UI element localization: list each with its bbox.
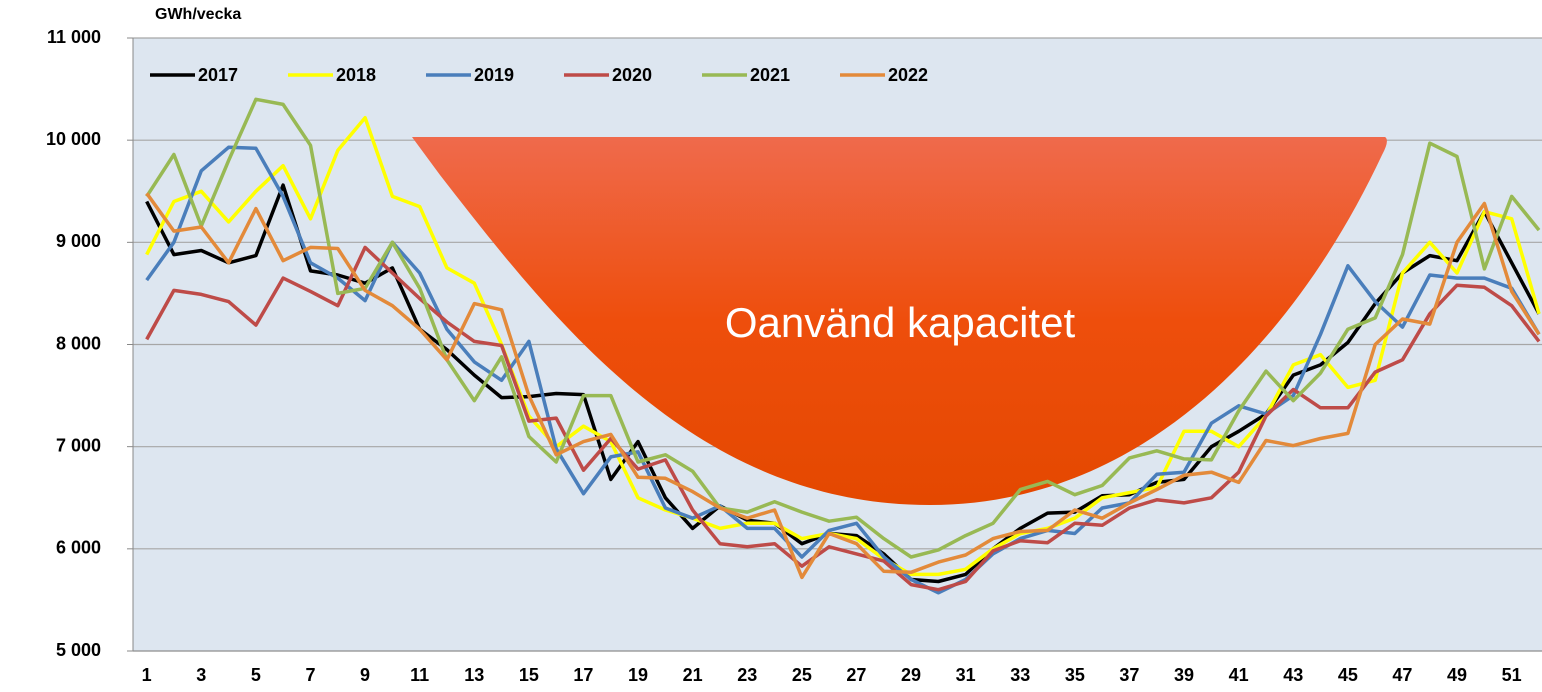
x-tick-label: 19: [628, 665, 648, 685]
x-tick-label: 13: [464, 665, 484, 685]
x-tick-label: 33: [1010, 665, 1030, 685]
x-tick-label: 5: [251, 665, 261, 685]
x-tick-label: 21: [683, 665, 703, 685]
x-tick-label: 47: [1392, 665, 1412, 685]
y-tick-label: 5 000: [56, 640, 101, 660]
legend-label: 2020: [612, 65, 652, 85]
y-tick-label: 10 000: [46, 129, 101, 149]
x-tick-label: 43: [1283, 665, 1303, 685]
legend-label: 2017: [198, 65, 238, 85]
unused-capacity-shape: [412, 137, 1387, 505]
x-tick-label: 7: [305, 665, 315, 685]
lines: [145, 97, 1541, 595]
x-tick-label: 9: [360, 665, 370, 685]
x-tick-label: 1: [142, 665, 152, 685]
y-tick-label: 9 000: [56, 231, 101, 251]
legend-label: 2022: [888, 65, 928, 85]
x-tick-label: 39: [1174, 665, 1194, 685]
legend-label: 2018: [336, 65, 376, 85]
x-tick-label: 27: [846, 665, 866, 685]
x-tick-label: 11: [410, 665, 429, 685]
x-tick-label: 29: [901, 665, 921, 685]
x-tick-label: 31: [956, 665, 976, 685]
x-tick-label: 41: [1229, 665, 1249, 685]
series-line: [145, 245, 1541, 592]
y-tick-label: 8 000: [56, 333, 101, 353]
legend-label: 2021: [750, 65, 790, 85]
x-tick-label: 3: [196, 665, 206, 685]
series-line: [145, 115, 1541, 577]
y-tick-label: 11 000: [47, 27, 101, 47]
y-tick-label: 7 000: [56, 435, 101, 455]
x-tick-label: 25: [792, 665, 812, 685]
y-tick-label: 6 000: [56, 538, 101, 558]
y-axis-label: GWh/vecka: [155, 6, 241, 23]
x-tick-label: 45: [1338, 665, 1358, 685]
x-tick-label: 17: [573, 665, 593, 685]
series-line: [145, 97, 1541, 559]
x-tick-label: 23: [737, 665, 757, 685]
x-tick-label: 49: [1447, 665, 1467, 685]
x-tick-label: 51: [1502, 665, 1522, 685]
x-tick-label: 15: [519, 665, 539, 685]
x-tick-label: 35: [1065, 665, 1085, 685]
series-line: [145, 145, 1541, 595]
legend-label: 2019: [474, 65, 514, 85]
x-tick-label: 37: [1119, 665, 1139, 685]
annotation: Oanvänd kapacitet: [725, 299, 1076, 346]
series-line: [145, 192, 1541, 580]
